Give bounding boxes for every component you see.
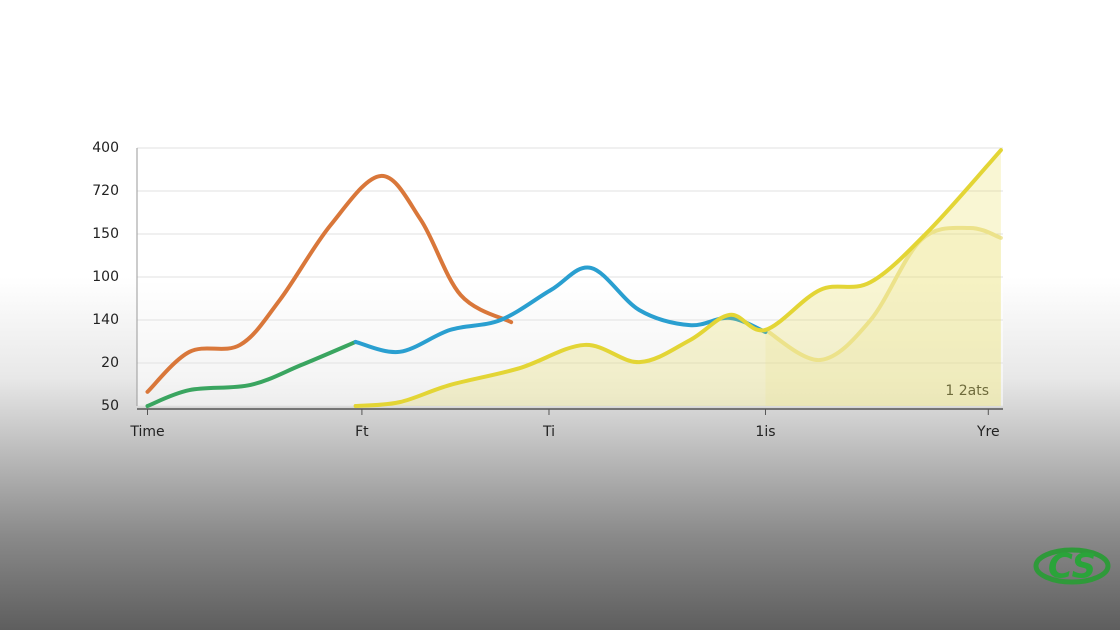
x-tick-label: Ft bbox=[355, 424, 369, 440]
logo: CS bbox=[1033, 547, 1111, 587]
x-tick-label: Yre bbox=[976, 424, 1000, 440]
line bbox=[145, 339, 358, 408]
y-tick-label: 400 bbox=[92, 140, 119, 156]
line bbox=[145, 173, 514, 394]
y-tick-label: 50 bbox=[101, 398, 119, 414]
logo-ring bbox=[1033, 547, 1111, 585]
x-tick-label: Time bbox=[129, 424, 164, 440]
y-tick-label: 100 bbox=[92, 269, 119, 285]
x-tick-label: Ti bbox=[542, 424, 555, 440]
y-tick-label: 150 bbox=[92, 226, 119, 242]
y-tick-label: 140 bbox=[92, 312, 119, 328]
line bbox=[763, 225, 1003, 362]
line bbox=[353, 265, 768, 355]
y-tick-label: 720 bbox=[92, 183, 119, 199]
x-tick-label: 1is bbox=[755, 424, 775, 440]
line bbox=[353, 148, 1003, 408]
annotation: 1 2ats bbox=[945, 383, 989, 399]
area bbox=[765, 227, 1001, 406]
y-tick-label: 20 bbox=[101, 355, 119, 371]
area bbox=[355, 150, 1001, 406]
logo-text: CS bbox=[1048, 547, 1096, 587]
